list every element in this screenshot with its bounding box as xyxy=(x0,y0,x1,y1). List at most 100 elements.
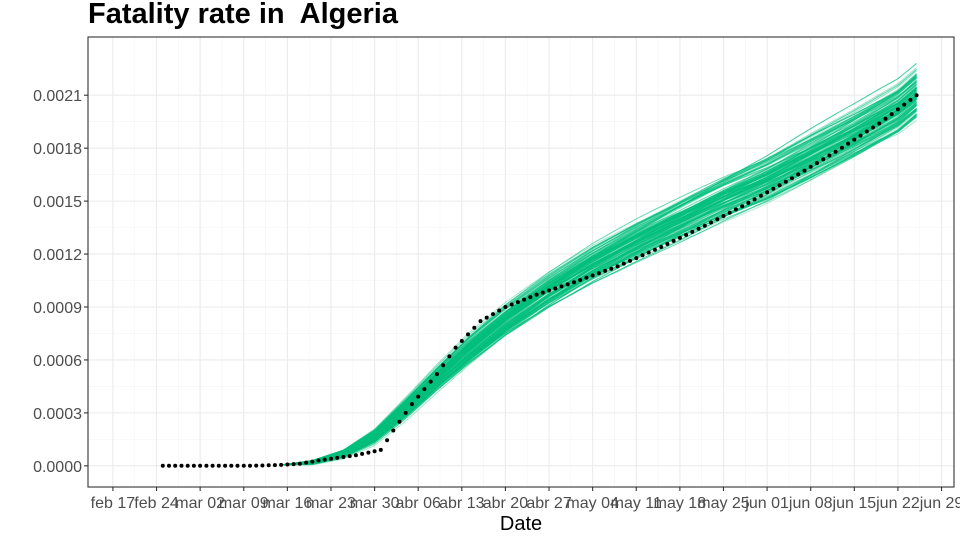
observed-point xyxy=(621,261,626,266)
observed-point xyxy=(702,223,707,228)
x-tick-label: jun 22 xyxy=(875,495,920,512)
observed-point xyxy=(628,258,632,263)
y-tick-label: 0.0000 xyxy=(33,459,82,476)
simulation-line xyxy=(281,120,917,466)
observed-point xyxy=(185,463,190,468)
plot-border xyxy=(87,36,955,488)
simulation-line xyxy=(281,81,917,466)
observed-point xyxy=(204,463,209,468)
observed-point xyxy=(652,247,657,252)
observed-point xyxy=(796,172,801,177)
x-tick-label: mar 09 xyxy=(219,495,269,512)
observed-point xyxy=(459,339,464,343)
chart-title: Fatality rate in Algeria xyxy=(88,0,398,30)
observed-point xyxy=(534,292,539,297)
observed-point xyxy=(366,450,371,455)
observed-point xyxy=(304,460,309,465)
simulation-line xyxy=(281,115,917,466)
observed-point xyxy=(634,256,639,261)
observed-point xyxy=(160,463,165,468)
observed-point xyxy=(690,229,695,234)
simulation-line xyxy=(281,91,917,466)
observed-point xyxy=(441,363,446,368)
observed-point xyxy=(248,463,252,468)
observed-point xyxy=(241,463,246,468)
simulation-line xyxy=(281,86,917,466)
simulation-line xyxy=(281,82,917,466)
observed-point xyxy=(466,332,470,337)
observed-point xyxy=(497,308,502,313)
observed-point xyxy=(229,463,234,468)
observed-point xyxy=(391,428,396,433)
observed-point xyxy=(378,447,383,452)
observed-point xyxy=(285,462,290,467)
observed-point xyxy=(279,462,284,467)
observed-point xyxy=(846,141,851,146)
observed-points xyxy=(160,93,919,468)
observed-point xyxy=(889,112,894,117)
observed-point xyxy=(590,273,595,278)
observed-point xyxy=(434,372,439,377)
observed-point xyxy=(883,116,888,121)
x-tick-label: may 18 xyxy=(654,495,707,512)
observed-point xyxy=(484,315,489,320)
observed-point xyxy=(640,253,645,258)
observed-point xyxy=(509,302,514,307)
observed-point xyxy=(167,463,171,468)
observed-point xyxy=(765,190,770,195)
simulation-line xyxy=(281,111,917,466)
x-tick-label: jun 29 xyxy=(919,495,960,512)
y-tick-label: 0.0021 xyxy=(33,88,82,105)
observed-point xyxy=(821,157,826,162)
observed-point xyxy=(335,455,340,460)
y-tick-label: 0.0018 xyxy=(33,141,82,158)
observed-point xyxy=(410,402,414,407)
observed-point xyxy=(659,245,664,249)
observed-point xyxy=(291,462,296,467)
observed-point xyxy=(709,220,713,225)
observed-point xyxy=(528,295,533,300)
observed-point xyxy=(727,210,732,215)
observed-point xyxy=(877,121,882,126)
plot-background xyxy=(88,37,954,487)
observed-point xyxy=(858,133,863,138)
observed-point xyxy=(191,463,196,468)
observed-point xyxy=(827,153,832,158)
y-tick-label: 0.0015 xyxy=(33,194,82,211)
x-tick-label: feb 17 xyxy=(91,495,136,512)
observed-point xyxy=(584,275,589,280)
x-tick-label: jun 08 xyxy=(788,495,833,512)
observed-point xyxy=(578,278,583,282)
x-tick-label: may 11 xyxy=(611,495,662,512)
observed-point xyxy=(864,129,869,134)
y-tick-label: 0.0003 xyxy=(33,406,82,423)
observed-point xyxy=(771,186,776,191)
x-tick-label: jun 01 xyxy=(744,495,789,512)
observed-point xyxy=(360,451,365,456)
observed-point xyxy=(733,207,738,212)
observed-point xyxy=(839,145,844,150)
x-tick-label: mar 23 xyxy=(306,495,356,512)
observed-point xyxy=(677,235,682,240)
observed-point xyxy=(565,282,570,287)
observed-point xyxy=(609,266,614,271)
grid-minor xyxy=(88,37,954,487)
observed-point xyxy=(403,410,408,415)
observed-point xyxy=(397,419,402,424)
observed-point xyxy=(871,125,875,130)
observed-point xyxy=(852,137,857,142)
observed-point xyxy=(179,463,184,468)
x-tick-label: may 25 xyxy=(697,495,750,512)
observed-point xyxy=(790,176,794,181)
observed-point xyxy=(428,379,433,384)
observed-point xyxy=(596,271,601,276)
observed-point xyxy=(902,102,907,107)
observed-point xyxy=(310,459,315,464)
x-tick-label: feb 24 xyxy=(134,495,179,512)
observed-point xyxy=(721,214,726,218)
simulation-line xyxy=(281,76,917,466)
observed-point xyxy=(615,264,620,269)
y-tick-label: 0.0006 xyxy=(33,353,82,370)
x-tick-label: abr 13 xyxy=(439,495,484,512)
